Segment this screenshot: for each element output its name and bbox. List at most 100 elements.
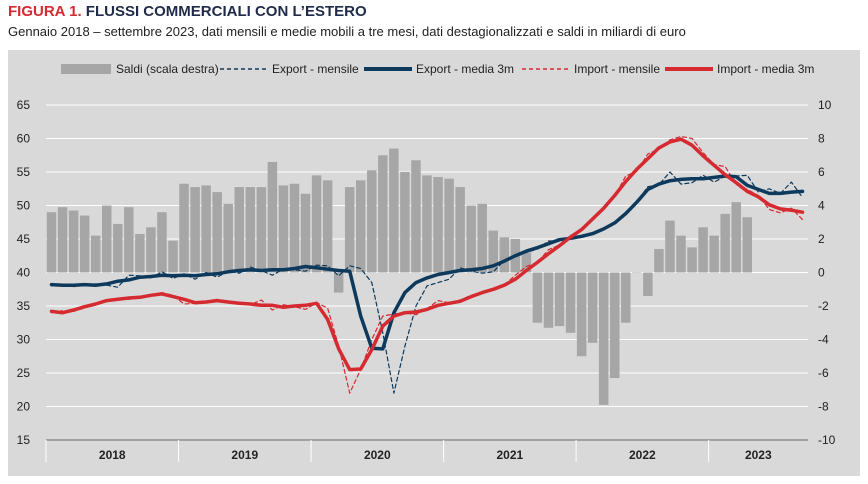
saldi-bar bbox=[587, 272, 598, 343]
trade-chart: Saldi (scala destra) Export - mensile Ex… bbox=[17, 62, 836, 462]
y-right-tick-label: 10 bbox=[818, 98, 832, 112]
y-right-tick-label: -6 bbox=[818, 366, 829, 380]
saldi-bar bbox=[598, 272, 609, 405]
saldi-bar bbox=[355, 180, 366, 273]
saldi-bar bbox=[709, 235, 719, 273]
saldi-bar bbox=[157, 212, 167, 273]
saldi-bar bbox=[113, 223, 123, 273]
saldi-bar bbox=[223, 203, 233, 273]
saldi-bar bbox=[433, 177, 443, 273]
y-right-tick-label: -8 bbox=[818, 400, 829, 414]
saldi-bar bbox=[665, 220, 675, 273]
y-right-tick-label: 0 bbox=[818, 266, 825, 280]
saldi-bars bbox=[46, 148, 753, 405]
saldi-bar bbox=[720, 213, 730, 273]
saldi-bar bbox=[654, 249, 664, 273]
export-media-3m-line bbox=[49, 174, 805, 351]
saldi-bar bbox=[488, 230, 499, 273]
y-left-tick-label: 25 bbox=[17, 366, 31, 380]
saldi-bar bbox=[267, 161, 278, 273]
saldi-bar bbox=[477, 203, 487, 273]
saldi-bar bbox=[124, 207, 134, 273]
x-tick-label: 2022 bbox=[629, 448, 656, 462]
y-left-tick-label: 55 bbox=[17, 165, 31, 179]
saldi-bar bbox=[179, 183, 189, 273]
chart-panel: Saldi (scala destra) Export - mensile Ex… bbox=[8, 50, 860, 476]
saldi-bar bbox=[576, 272, 587, 357]
y-axis-left: 65 60 55 50 45 40 35 30 25 20 15 bbox=[17, 98, 31, 447]
saldi-bar bbox=[400, 172, 410, 273]
y-left-tick-label: 30 bbox=[17, 333, 31, 347]
saldi-bar bbox=[311, 175, 322, 273]
y-right-tick-label: 4 bbox=[818, 199, 825, 213]
saldi-bar bbox=[46, 212, 57, 273]
saldi-bar bbox=[532, 272, 543, 323]
y-left-tick-label: 20 bbox=[17, 400, 31, 414]
saldi-bar bbox=[57, 207, 68, 273]
saldi-bar bbox=[322, 180, 333, 273]
saldi-bar bbox=[101, 205, 112, 273]
saldi-bar bbox=[411, 160, 421, 273]
y-left-tick-label: 35 bbox=[17, 299, 31, 313]
saldi-bar bbox=[146, 227, 156, 273]
saldi-bar bbox=[190, 187, 200, 273]
saldi-bar bbox=[90, 235, 101, 273]
saldi-bar bbox=[256, 187, 267, 273]
y-right-tick-label: 8 bbox=[818, 132, 825, 146]
saldi-bar bbox=[333, 272, 344, 293]
import-media-3m-line bbox=[49, 137, 805, 372]
saldi-bar bbox=[676, 235, 686, 273]
saldi-bar bbox=[135, 233, 145, 273]
x-tick-label: 2021 bbox=[496, 448, 523, 462]
legend-label-saldi: Saldi (scala destra) bbox=[116, 62, 219, 76]
saldi-bar bbox=[245, 187, 256, 273]
saldi-bar bbox=[455, 187, 465, 273]
figure-label: FIGURA 1. bbox=[8, 3, 82, 20]
saldi-bar bbox=[79, 215, 90, 273]
legend-label-import-mensile: Import - mensile bbox=[574, 62, 660, 76]
figure-title: FLUSSI COMMERCIALI CON L’ESTERO bbox=[85, 3, 367, 20]
series-lines bbox=[49, 135, 805, 394]
y-right-tick-label: -2 bbox=[818, 299, 829, 313]
chart-title: FIGURA 1. FLUSSI COMMERCIALI CON L’ESTER… bbox=[8, 3, 367, 20]
y-right-tick-label: -4 bbox=[818, 333, 829, 347]
x-axis: 2018 2019 2020 2021 2022 2023 bbox=[45, 439, 808, 462]
x-tick-label: 2018 bbox=[99, 448, 126, 462]
legend-swatch-saldi bbox=[61, 64, 111, 74]
saldi-bar bbox=[278, 185, 289, 273]
saldi-bar bbox=[378, 155, 388, 273]
saldi-bar bbox=[687, 247, 697, 273]
saldi-bar bbox=[367, 170, 377, 273]
y-right-tick-label: 2 bbox=[818, 232, 825, 246]
saldi-bar bbox=[731, 202, 741, 273]
legend-label-export-mensile: Export - mensile bbox=[272, 62, 359, 76]
saldi-bar bbox=[389, 148, 399, 273]
y-left-tick-label: 60 bbox=[17, 132, 31, 146]
saldi-bar bbox=[609, 272, 620, 379]
y-left-tick-label: 15 bbox=[17, 433, 31, 447]
saldi-bar bbox=[632, 272, 642, 273]
saldi-bar bbox=[168, 240, 178, 273]
saldi-bar bbox=[234, 187, 245, 273]
y-left-tick-label: 40 bbox=[17, 266, 31, 280]
legend: Saldi (scala destra) Export - mensile Ex… bbox=[61, 62, 814, 76]
y-left-tick-label: 65 bbox=[17, 98, 31, 112]
saldi-bar bbox=[212, 192, 222, 273]
saldi-bar bbox=[201, 185, 211, 273]
y-right-tick-label: 6 bbox=[818, 165, 825, 179]
y-right-tick-label: -10 bbox=[818, 433, 836, 447]
saldi-bar bbox=[289, 183, 300, 273]
y-axis-right: 10 8 6 4 2 0 -2 -4 -6 -8 -10 bbox=[818, 98, 836, 447]
saldi-bar bbox=[554, 272, 565, 327]
y-left-tick-label: 45 bbox=[17, 232, 31, 246]
saldi-bar bbox=[466, 205, 476, 273]
saldi-bar bbox=[521, 252, 532, 273]
saldi-bar bbox=[643, 272, 653, 296]
saldi-bar bbox=[742, 217, 753, 273]
saldi-bar bbox=[565, 272, 576, 333]
saldi-bar bbox=[444, 178, 454, 273]
saldi-bar bbox=[621, 272, 631, 323]
saldi-bar bbox=[344, 187, 355, 273]
x-tick-label: 2023 bbox=[745, 448, 772, 462]
saldi-bar bbox=[300, 193, 311, 273]
